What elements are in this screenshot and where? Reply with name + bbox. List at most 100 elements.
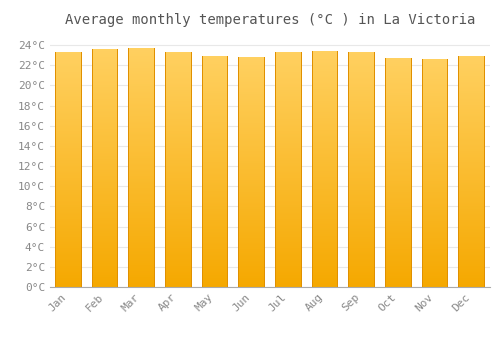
Bar — [422, 175, 448, 176]
Bar — [422, 231, 448, 232]
Bar — [458, 227, 485, 228]
Bar — [128, 139, 155, 140]
Bar — [275, 217, 301, 218]
Bar — [312, 191, 338, 193]
Bar — [92, 144, 118, 146]
Bar — [312, 232, 338, 233]
Bar — [422, 127, 448, 129]
Bar — [312, 151, 338, 153]
Bar — [128, 152, 155, 153]
Bar — [312, 97, 338, 98]
Bar — [55, 247, 82, 248]
Bar — [202, 250, 228, 251]
Bar — [55, 121, 82, 122]
Bar — [55, 71, 82, 72]
Bar — [422, 183, 448, 184]
Bar — [422, 131, 448, 132]
Bar — [312, 150, 338, 151]
Bar — [238, 279, 265, 280]
Bar — [312, 240, 338, 241]
Bar — [202, 61, 228, 62]
Bar — [55, 154, 82, 155]
Bar — [458, 256, 485, 257]
Bar — [422, 256, 448, 257]
Bar — [238, 147, 265, 148]
Bar — [422, 142, 448, 144]
Bar — [238, 77, 265, 78]
Bar — [385, 256, 411, 257]
Bar — [275, 142, 301, 144]
Bar — [165, 239, 192, 240]
Bar — [312, 214, 338, 215]
Bar — [458, 93, 485, 94]
Bar — [202, 170, 228, 172]
Bar — [202, 284, 228, 285]
Bar — [128, 127, 155, 128]
Bar — [458, 169, 485, 170]
Bar — [422, 146, 448, 147]
Bar — [55, 84, 82, 85]
Bar — [202, 69, 228, 70]
Bar — [55, 182, 82, 184]
Bar — [422, 182, 448, 183]
Bar — [422, 66, 448, 67]
Bar — [202, 173, 228, 174]
Bar — [55, 232, 82, 233]
Bar — [55, 188, 82, 190]
Bar — [312, 57, 338, 58]
Bar — [238, 250, 265, 251]
Bar — [202, 236, 228, 237]
Bar — [348, 111, 375, 112]
Bar — [55, 217, 82, 218]
Bar — [275, 121, 301, 122]
Bar — [275, 172, 301, 173]
Bar — [55, 120, 82, 121]
Bar — [165, 204, 192, 205]
Bar — [238, 191, 265, 193]
Bar — [385, 126, 411, 127]
Bar — [275, 66, 301, 68]
Bar — [312, 84, 338, 85]
Bar — [275, 210, 301, 211]
Bar — [348, 141, 375, 142]
Bar — [275, 133, 301, 134]
Bar — [238, 85, 265, 86]
Bar — [238, 102, 265, 103]
Bar — [385, 152, 411, 153]
Bar — [92, 207, 118, 209]
Bar — [128, 59, 155, 60]
Bar — [128, 214, 155, 215]
Bar — [312, 86, 338, 88]
Bar — [202, 79, 228, 81]
Bar — [275, 200, 301, 201]
Bar — [348, 238, 375, 239]
Bar — [312, 180, 338, 181]
Bar — [202, 86, 228, 88]
Bar — [202, 271, 228, 272]
Bar — [422, 202, 448, 203]
Bar — [165, 102, 192, 103]
Bar — [422, 173, 448, 174]
Bar — [275, 238, 301, 239]
Bar — [128, 95, 155, 96]
Bar — [55, 63, 82, 64]
Bar — [312, 182, 338, 183]
Bar — [165, 275, 192, 276]
Bar — [165, 178, 192, 179]
Bar — [55, 75, 82, 76]
Bar — [348, 97, 375, 98]
Bar — [165, 68, 192, 69]
Bar — [92, 192, 118, 193]
Bar — [458, 193, 485, 194]
Bar — [202, 144, 228, 145]
Bar — [312, 279, 338, 280]
Bar — [458, 135, 485, 136]
Bar — [92, 60, 118, 61]
Bar — [238, 99, 265, 100]
Bar — [312, 121, 338, 122]
Bar — [92, 270, 118, 272]
Bar — [422, 126, 448, 127]
Bar — [348, 165, 375, 166]
Bar — [202, 122, 228, 123]
Bar — [385, 105, 411, 106]
